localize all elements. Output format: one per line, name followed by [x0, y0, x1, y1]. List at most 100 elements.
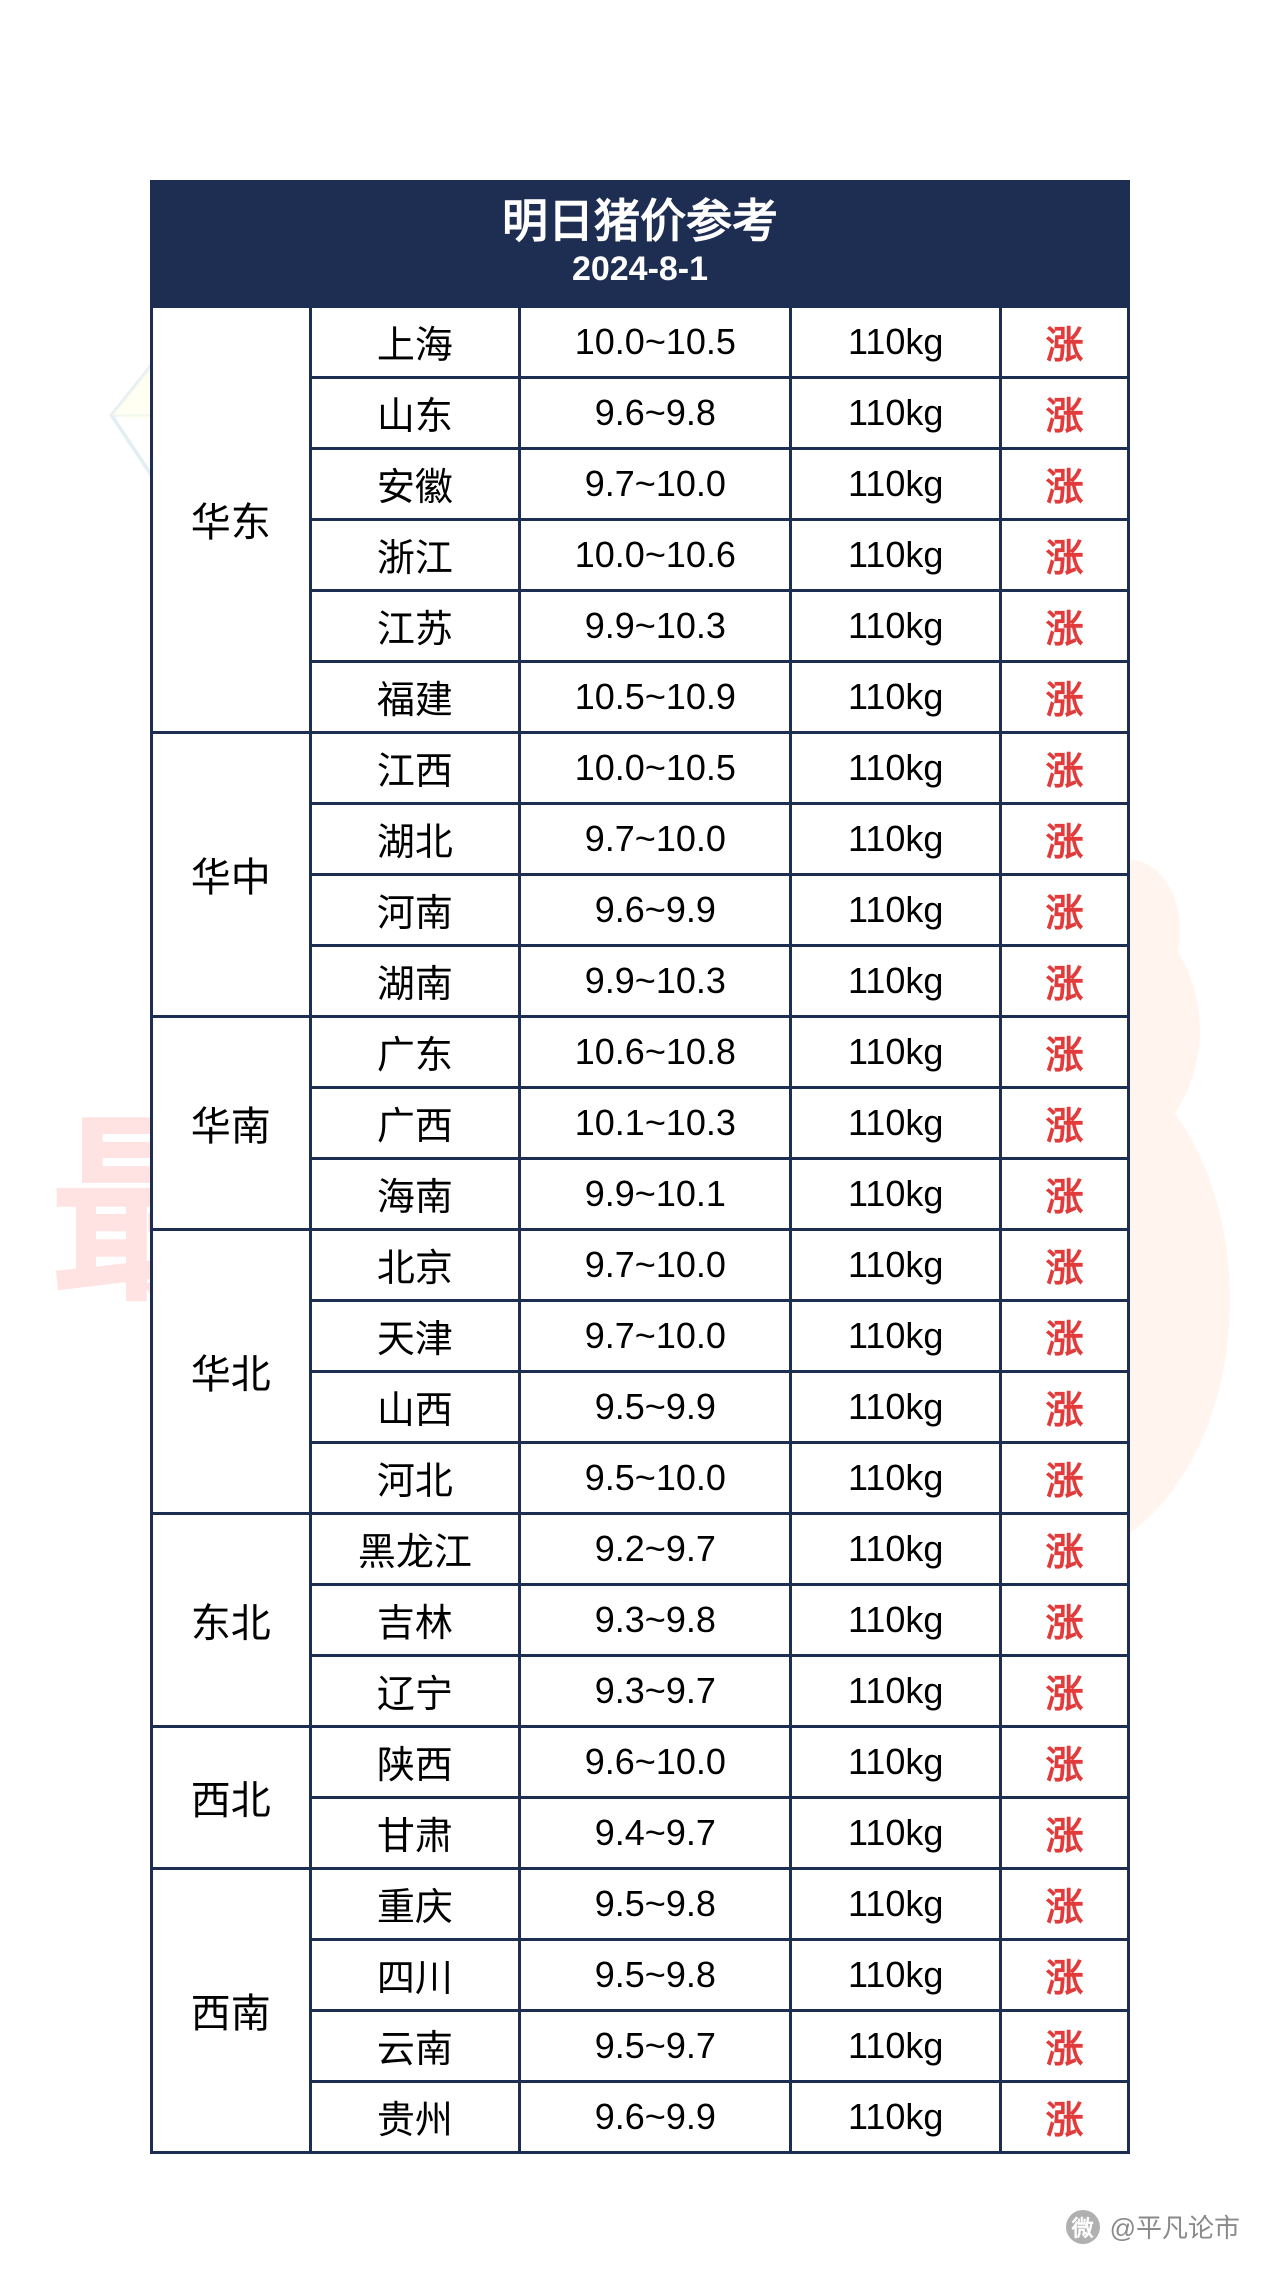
price-table: 明日猪价参考 2024-8-1 华东上海10.0~10.5110kg涨山东9.6…: [150, 180, 1130, 2154]
trend-cell: 涨: [1001, 377, 1129, 448]
price-range-cell: 9.7~10.0: [520, 803, 791, 874]
province-cell: 广西: [310, 1087, 520, 1158]
trend-cell: 涨: [1001, 519, 1129, 590]
price-range-cell: 9.9~10.3: [520, 590, 791, 661]
province-cell: 北京: [310, 1229, 520, 1300]
trend-cell: 涨: [1001, 306, 1129, 377]
table-row: 西南重庆9.5~9.8110kg涨: [152, 1868, 1129, 1939]
price-range-cell: 9.6~9.9: [520, 874, 791, 945]
price-range-cell: 9.6~10.0: [520, 1726, 791, 1797]
province-cell: 四川: [310, 1939, 520, 2010]
price-range-cell: 9.3~9.8: [520, 1584, 791, 1655]
region-cell: 华南: [152, 1016, 311, 1229]
weight-cell: 110kg: [791, 448, 1001, 519]
trend-cell: 涨: [1001, 2081, 1129, 2152]
weight-cell: 110kg: [791, 1939, 1001, 2010]
province-cell: 山西: [310, 1371, 520, 1442]
province-cell: 海南: [310, 1158, 520, 1229]
region-cell: 华中: [152, 732, 311, 1016]
trend-cell: 涨: [1001, 661, 1129, 732]
weight-cell: 110kg: [791, 1584, 1001, 1655]
trend-cell: 涨: [1001, 1087, 1129, 1158]
trend-cell: 涨: [1001, 1371, 1129, 1442]
province-cell: 广东: [310, 1016, 520, 1087]
trend-cell: 涨: [1001, 1513, 1129, 1584]
weight-cell: 110kg: [791, 1655, 1001, 1726]
province-cell: 辽宁: [310, 1655, 520, 1726]
price-range-cell: 10.1~10.3: [520, 1087, 791, 1158]
weight-cell: 110kg: [791, 306, 1001, 377]
weight-cell: 110kg: [791, 2010, 1001, 2081]
price-range-cell: 9.9~10.1: [520, 1158, 791, 1229]
weight-cell: 110kg: [791, 1513, 1001, 1584]
price-range-cell: 9.5~9.9: [520, 1371, 791, 1442]
trend-cell: 涨: [1001, 732, 1129, 803]
province-cell: 江苏: [310, 590, 520, 661]
region-cell: 华北: [152, 1229, 311, 1513]
price-range-cell: 10.0~10.5: [520, 306, 791, 377]
weight-cell: 110kg: [791, 945, 1001, 1016]
price-range-cell: 10.0~10.5: [520, 732, 791, 803]
province-cell: 上海: [310, 306, 520, 377]
weight-cell: 110kg: [791, 1442, 1001, 1513]
province-cell: 甘肃: [310, 1797, 520, 1868]
price-range-cell: 9.5~9.8: [520, 1868, 791, 1939]
price-range-cell: 9.7~10.0: [520, 448, 791, 519]
weight-cell: 110kg: [791, 661, 1001, 732]
weight-cell: 110kg: [791, 874, 1001, 945]
price-range-cell: 9.6~9.8: [520, 377, 791, 448]
province-cell: 江西: [310, 732, 520, 803]
region-cell: 东北: [152, 1513, 311, 1726]
weight-cell: 110kg: [791, 519, 1001, 590]
trend-cell: 涨: [1001, 1726, 1129, 1797]
province-cell: 吉林: [310, 1584, 520, 1655]
table-row: 华东上海10.0~10.5110kg涨: [152, 306, 1129, 377]
weight-cell: 110kg: [791, 1371, 1001, 1442]
region-cell: 西南: [152, 1868, 311, 2152]
weight-cell: 110kg: [791, 590, 1001, 661]
trend-cell: 涨: [1001, 1016, 1129, 1087]
price-range-cell: 9.5~10.0: [520, 1442, 791, 1513]
trend-cell: 涨: [1001, 1442, 1129, 1513]
price-range-cell: 10.5~10.9: [520, 661, 791, 732]
trend-cell: 涨: [1001, 590, 1129, 661]
province-cell: 贵州: [310, 2081, 520, 2152]
weight-cell: 110kg: [791, 1016, 1001, 1087]
trend-cell: 涨: [1001, 1797, 1129, 1868]
table-row: 西北陕西9.6~10.0110kg涨: [152, 1726, 1129, 1797]
weibo-icon: 微: [1066, 2210, 1100, 2244]
province-cell: 湖北: [310, 803, 520, 874]
trend-cell: 涨: [1001, 1158, 1129, 1229]
province-cell: 安徽: [310, 448, 520, 519]
weight-cell: 110kg: [791, 1229, 1001, 1300]
table-row: 华中江西10.0~10.5110kg涨: [152, 732, 1129, 803]
trend-cell: 涨: [1001, 803, 1129, 874]
province-cell: 重庆: [310, 1868, 520, 1939]
province-cell: 山东: [310, 377, 520, 448]
weight-cell: 110kg: [791, 2081, 1001, 2152]
trend-cell: 涨: [1001, 448, 1129, 519]
table-row: 华北北京9.7~10.0110kg涨: [152, 1229, 1129, 1300]
province-cell: 湖南: [310, 945, 520, 1016]
trend-cell: 涨: [1001, 1939, 1129, 2010]
table-row: 华南广东10.6~10.8110kg涨: [152, 1016, 1129, 1087]
footer-attribution: 微 @平凡论市: [1066, 2208, 1240, 2245]
weight-cell: 110kg: [791, 1868, 1001, 1939]
trend-cell: 涨: [1001, 874, 1129, 945]
province-cell: 福建: [310, 661, 520, 732]
province-cell: 陕西: [310, 1726, 520, 1797]
price-range-cell: 10.0~10.6: [520, 519, 791, 590]
weight-cell: 110kg: [791, 1797, 1001, 1868]
province-cell: 河北: [310, 1442, 520, 1513]
trend-cell: 涨: [1001, 1300, 1129, 1371]
price-range-cell: 9.5~9.7: [520, 2010, 791, 2081]
province-cell: 浙江: [310, 519, 520, 590]
province-cell: 天津: [310, 1300, 520, 1371]
footer-handle: @平凡论市: [1110, 2208, 1240, 2245]
price-range-cell: 9.5~9.8: [520, 1939, 791, 2010]
table-header: 明日猪价参考 2024-8-1: [152, 182, 1129, 307]
table-row: 东北黑龙江9.2~9.7110kg涨: [152, 1513, 1129, 1584]
price-range-cell: 9.3~9.7: [520, 1655, 791, 1726]
region-cell: 西北: [152, 1726, 311, 1868]
price-table-container: 明日猪价参考 2024-8-1 华东上海10.0~10.5110kg涨山东9.6…: [150, 0, 1130, 2154]
